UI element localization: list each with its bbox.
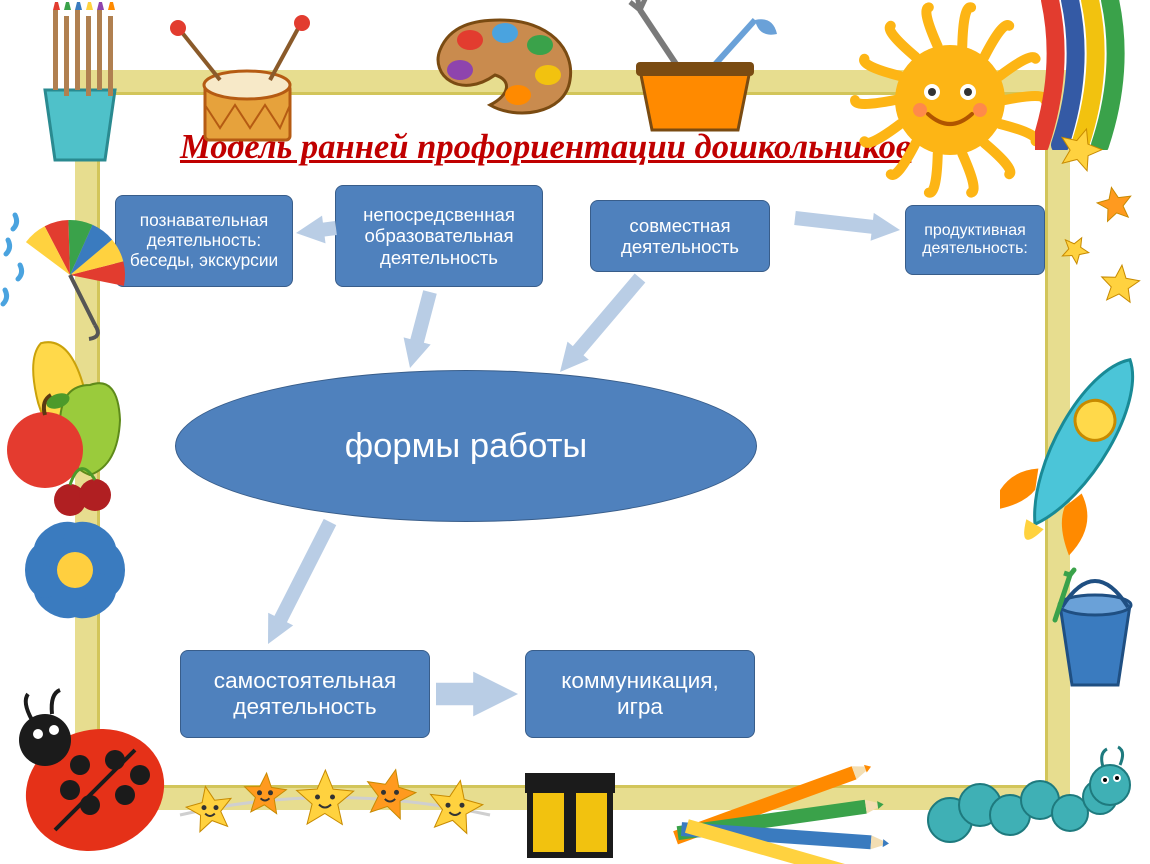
pot-tools-icon [600, 0, 790, 140]
fruits-icon [0, 335, 140, 525]
worm-icon [910, 725, 1150, 864]
sun-icon [830, 0, 1050, 200]
umbrella-icon [0, 195, 130, 345]
pencils-icon [640, 700, 910, 864]
bucket-icon [1040, 565, 1150, 705]
stars-right-icon [1040, 120, 1150, 320]
box-icon [500, 745, 640, 864]
node-educational: непосредсвеннаяобразовательнаядеятельнос… [335, 185, 543, 287]
stars-bottom-icon [170, 740, 500, 864]
node-independent: самостоятельнаядеятельность [180, 650, 430, 738]
palette-icon [420, 5, 580, 125]
node-joint: совместнаядеятельность [590, 200, 770, 272]
drum-icon [160, 10, 310, 160]
rocket-icon [1000, 335, 1150, 575]
node-forms-label: формы работы [345, 427, 588, 466]
node-cognitive: познавательнаядеятельность:беседы, экску… [115, 195, 293, 287]
brushes-cup-icon [5, 0, 155, 170]
node-productive: продуктивнаядеятельность: [905, 205, 1045, 275]
ladybug-icon [0, 680, 180, 864]
stage: Модель ранней профориентации дошкольнико… [0, 0, 1150, 864]
node-forms: формы работы [175, 370, 757, 522]
flower-icon [20, 515, 130, 635]
